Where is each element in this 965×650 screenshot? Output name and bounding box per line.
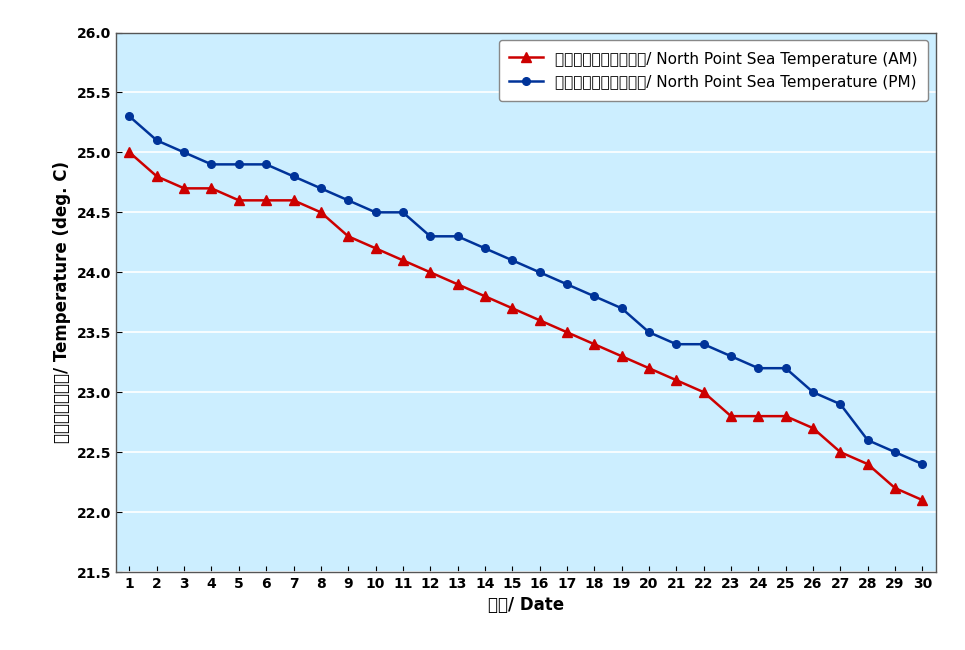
- 北角海水温度（上午）/ North Point Sea Temperature (AM): [507, 304, 518, 312]
- 北角海水温度（上午）/ North Point Sea Temperature (AM): [452, 280, 463, 288]
- 北角海水温度（下午）/ North Point Sea Temperature (PM): [233, 161, 244, 168]
- 北角海水温度（上午）/ North Point Sea Temperature (AM): [835, 448, 846, 456]
- 北角海水温度（上午）/ North Point Sea Temperature (AM): [753, 412, 764, 420]
- 北角海水温度（上午）/ North Point Sea Temperature (AM): [261, 196, 272, 204]
- 北角海水温度（下午）/ North Point Sea Temperature (PM): [288, 172, 299, 180]
- 北角海水温度（下午）/ North Point Sea Temperature (PM): [479, 244, 490, 252]
- 北角海水温度（下午）/ North Point Sea Temperature (PM): [124, 112, 135, 120]
- 北角海水温度（上午）/ North Point Sea Temperature (AM): [698, 388, 709, 396]
- 北角海水温度（下午）/ North Point Sea Temperature (PM): [151, 136, 162, 144]
- 北角海水温度（上午）/ North Point Sea Temperature (AM): [124, 148, 135, 156]
- 北角海水温度（上午）/ North Point Sea Temperature (AM): [370, 244, 381, 252]
- 北角海水温度（下午）/ North Point Sea Temperature (PM): [261, 161, 272, 168]
- 北角海水温度（下午）/ North Point Sea Temperature (PM): [671, 341, 682, 348]
- 北角海水温度（下午）/ North Point Sea Temperature (PM): [616, 304, 627, 312]
- 北角海水温度（下午）/ North Point Sea Temperature (PM): [206, 161, 217, 168]
- 北角海水温度（上午）/ North Point Sea Temperature (AM): [343, 233, 354, 240]
- 北角海水温度（下午）/ North Point Sea Temperature (PM): [889, 448, 900, 456]
- 北角海水温度（上午）/ North Point Sea Temperature (AM): [151, 172, 162, 180]
- 北角海水温度（上午）/ North Point Sea Temperature (AM): [398, 256, 409, 264]
- 北角海水温度（上午）/ North Point Sea Temperature (AM): [807, 424, 818, 432]
- 北角海水温度（上午）/ North Point Sea Temperature (AM): [206, 185, 217, 192]
- 北角海水温度（下午）/ North Point Sea Temperature (PM): [507, 256, 518, 264]
- 北角海水温度（下午）/ North Point Sea Temperature (PM): [643, 328, 654, 336]
- 北角海水温度（上午）/ North Point Sea Temperature (AM): [862, 460, 873, 468]
- 北角海水温度（下午）/ North Point Sea Temperature (PM): [370, 209, 381, 216]
- 北角海水温度（上午）/ North Point Sea Temperature (AM): [616, 352, 627, 360]
- Y-axis label: 温度（攝氏度）/ Temperature (deg. C): 温度（攝氏度）/ Temperature (deg. C): [53, 161, 70, 443]
- 北角海水温度（上午）/ North Point Sea Temperature (AM): [643, 364, 654, 372]
- 北角海水温度（上午）/ North Point Sea Temperature (AM): [179, 185, 190, 192]
- 北角海水温度（上午）/ North Point Sea Temperature (AM): [780, 412, 791, 420]
- 北角海水温度（下午）/ North Point Sea Temperature (PM): [534, 268, 545, 276]
- 北角海水温度（上午）/ North Point Sea Temperature (AM): [534, 317, 545, 324]
- 北角海水温度（下午）/ North Point Sea Temperature (PM): [835, 400, 846, 408]
- 北角海水温度（上午）/ North Point Sea Temperature (AM): [562, 328, 573, 336]
- 北角海水温度（上午）/ North Point Sea Temperature (AM): [726, 412, 737, 420]
- 北角海水温度（上午）/ North Point Sea Temperature (AM): [425, 268, 436, 276]
- 北角海水温度（下午）/ North Point Sea Temperature (PM): [726, 352, 737, 360]
- 北角海水温度（下午）/ North Point Sea Temperature (PM): [315, 185, 326, 192]
- 北角海水温度（上午）/ North Point Sea Temperature (AM): [671, 376, 682, 384]
- 北角海水温度（下午）/ North Point Sea Temperature (PM): [917, 460, 928, 468]
- X-axis label: 日期/ Date: 日期/ Date: [488, 597, 564, 614]
- 北角海水温度（上午）/ North Point Sea Temperature (AM): [315, 209, 326, 216]
- 北角海水温度（下午）/ North Point Sea Temperature (PM): [343, 196, 354, 204]
- 北角海水温度（下午）/ North Point Sea Temperature (PM): [698, 341, 709, 348]
- 北角海水温度（上午）/ North Point Sea Temperature (AM): [233, 196, 244, 204]
- 北角海水温度（下午）/ North Point Sea Temperature (PM): [780, 364, 791, 372]
- Legend: 北角海水温度（上午）/ North Point Sea Temperature (AM), 北角海水温度（下午）/ North Point Sea Temper: 北角海水温度（上午）/ North Point Sea Temperature …: [499, 40, 928, 101]
- 北角海水温度（下午）/ North Point Sea Temperature (PM): [452, 233, 463, 240]
- Line: 北角海水温度（下午）/ North Point Sea Temperature (PM): 北角海水温度（下午）/ North Point Sea Temperature …: [125, 112, 926, 468]
- Line: 北角海水温度（上午）/ North Point Sea Temperature (AM): 北角海水温度（上午）/ North Point Sea Temperature …: [124, 148, 927, 505]
- 北角海水温度（下午）/ North Point Sea Temperature (PM): [562, 280, 573, 288]
- 北角海水温度（下午）/ North Point Sea Temperature (PM): [425, 233, 436, 240]
- 北角海水温度（下午）/ North Point Sea Temperature (PM): [589, 292, 600, 300]
- 北角海水温度（上午）/ North Point Sea Temperature (AM): [917, 496, 928, 504]
- 北角海水温度（下午）/ North Point Sea Temperature (PM): [862, 436, 873, 444]
- 北角海水温度（下午）/ North Point Sea Temperature (PM): [398, 209, 409, 216]
- 北角海水温度（下午）/ North Point Sea Temperature (PM): [179, 148, 190, 156]
- 北角海水温度（下午）/ North Point Sea Temperature (PM): [807, 388, 818, 396]
- 北角海水温度（上午）/ North Point Sea Temperature (AM): [479, 292, 490, 300]
- 北角海水温度（上午）/ North Point Sea Temperature (AM): [288, 196, 299, 204]
- 北角海水温度（上午）/ North Point Sea Temperature (AM): [589, 341, 600, 348]
- 北角海水温度（下午）/ North Point Sea Temperature (PM): [753, 364, 764, 372]
- 北角海水温度（上午）/ North Point Sea Temperature (AM): [889, 484, 900, 492]
